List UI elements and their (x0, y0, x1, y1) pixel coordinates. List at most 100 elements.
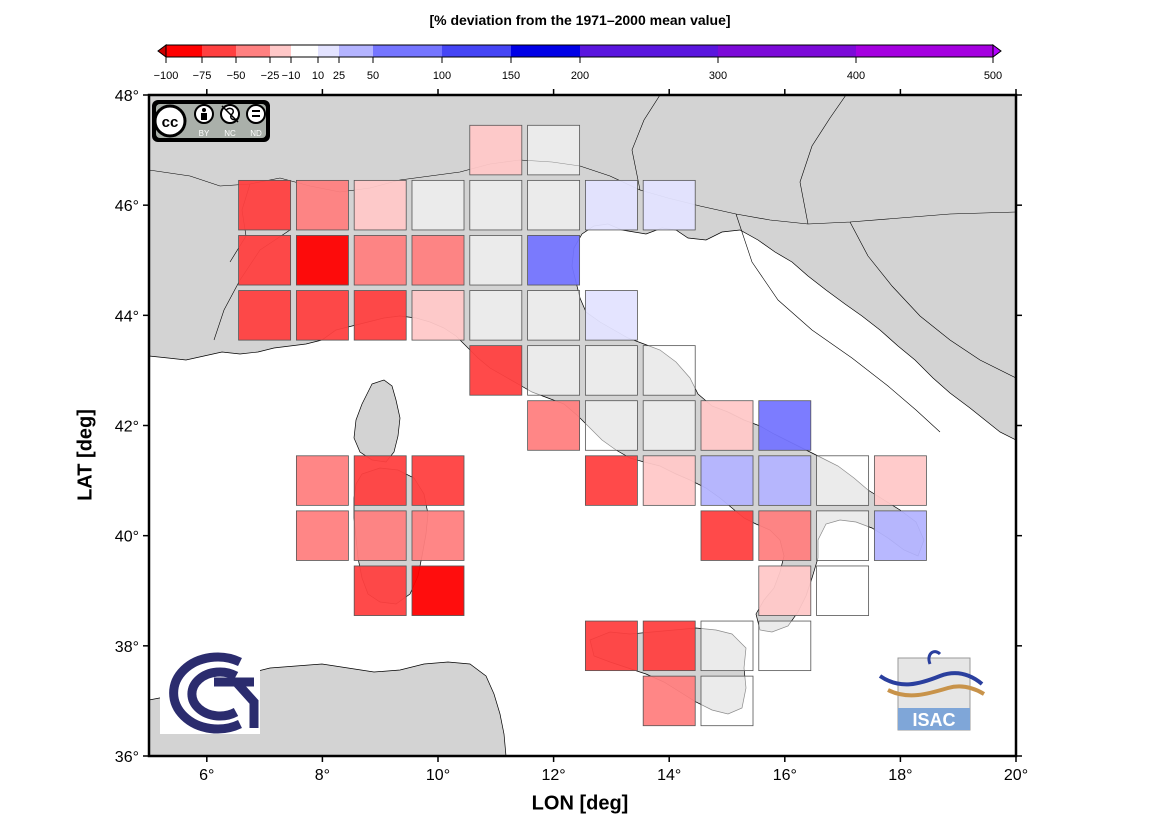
grid-cell (873, 510, 927, 561)
colorbar-segment (856, 45, 993, 57)
grid-cell (758, 620, 812, 672)
colorbar-segment (318, 45, 339, 57)
grid-cell (700, 455, 754, 506)
axis-ticks: 6° 8° 10° 12° 14° 16° 18° 20° 36° 38° 40° 42° 44° 46°… (115, 88, 1028, 784)
colorbar-segment (236, 45, 270, 57)
license-nc-label: NC (224, 129, 236, 138)
x-tick-label: 12° (541, 767, 565, 784)
grid-cell (642, 455, 696, 506)
colorbar-tick-label: 500 (984, 70, 1002, 82)
grid-cell (758, 510, 812, 561)
colorbar-segment (202, 45, 236, 57)
grid-cell (642, 345, 696, 396)
colorbar-segment (373, 45, 442, 57)
cc-license-badge: cc BY NC ND (152, 100, 270, 142)
grid-cell (758, 400, 812, 451)
grid-cell (758, 455, 812, 506)
colorbar-tick-label: 25 (333, 70, 345, 82)
grid-cell (238, 179, 292, 231)
cc-label: cc (162, 114, 179, 131)
x-tick-label: 8° (315, 767, 330, 784)
grid-cell (353, 510, 407, 561)
grid-cell (469, 235, 523, 286)
colorbar-tick-label: 150 (502, 70, 520, 82)
cnr-logo (160, 650, 260, 734)
grid-cell (469, 345, 523, 396)
y-tick-label: 48° (115, 88, 139, 105)
colorbar-tick-label: −50 (227, 70, 246, 82)
grid-cell (411, 179, 465, 231)
y-tick-label: 44° (115, 308, 139, 325)
y-tick-label: 42° (115, 419, 139, 436)
grid-cell (411, 455, 465, 506)
colorbar-segment (339, 45, 373, 57)
grid-cell (295, 290, 349, 341)
colorbar-tick-label: −75 (193, 70, 212, 82)
grid-cell (295, 510, 349, 561)
grid-cell (469, 290, 523, 341)
colorbar-segment (270, 45, 291, 57)
grid-cell (584, 400, 638, 451)
grid-cell (584, 290, 638, 341)
grid-cell (700, 510, 754, 561)
colorbar-tick-label: 400 (847, 70, 865, 82)
license-nd-label: ND (250, 129, 262, 138)
anomaly-grid (238, 124, 927, 727)
x-tick-label: 20° (1004, 767, 1028, 784)
grid-cell (353, 235, 407, 286)
grid-cell (295, 179, 349, 231)
x-tick-label: 16° (773, 767, 797, 784)
grid-cell (700, 620, 754, 672)
colorbar-segment (511, 45, 580, 57)
grid-cell (527, 400, 581, 451)
grid-cell (816, 565, 870, 616)
grid-cell (411, 510, 465, 561)
grid-cell (411, 565, 465, 616)
grid-cell (527, 290, 581, 341)
x-tick-label: 18° (888, 767, 912, 784)
grid-cell (642, 675, 696, 727)
grid-cell (353, 179, 407, 231)
grid-cell (584, 620, 638, 672)
colorbar-tick-label: 10 (312, 70, 324, 82)
grid-cell (584, 455, 638, 506)
grid-cell (353, 565, 407, 616)
grid-cell (353, 455, 407, 506)
nd-icon (246, 104, 266, 124)
grid-cell (700, 400, 754, 451)
colorbar-tick-label: 300 (709, 70, 727, 82)
grid-cell (411, 290, 465, 341)
grid-cell (584, 345, 638, 396)
grid-cell (816, 455, 870, 506)
grid-cell (295, 235, 349, 286)
colorbar-tick-label: −10 (282, 70, 301, 82)
grid-cell (527, 235, 581, 286)
cc-icon (153, 104, 187, 138)
colorbar-tick-label: 100 (433, 70, 451, 82)
grid-cell (411, 235, 465, 286)
license-by-label: BY (199, 129, 210, 138)
grid-cell (469, 179, 523, 231)
grid-cell (873, 455, 927, 506)
grid-cell (700, 675, 754, 727)
colorbar-tick-label: 50 (367, 70, 379, 82)
grid-cell (642, 400, 696, 451)
colorbar-segment (166, 45, 202, 57)
grid-cell (584, 179, 638, 231)
grid-cell (238, 290, 292, 341)
colorbar-segment (442, 45, 511, 57)
colorbar-low-arrow (157, 44, 167, 58)
x-tick-label: 14° (657, 767, 681, 784)
y-tick-label: 40° (115, 529, 139, 546)
colorbar-tick-label: −100 (154, 70, 179, 82)
grid-cell (816, 510, 870, 561)
colorbar-tick-label: −25 (261, 70, 280, 82)
grid-cell (527, 179, 581, 231)
grid-cell (469, 124, 523, 176)
colorbar: −100 −75 −50 −25 −10 10 25 50 100 150 200 300 400 500 (154, 44, 1002, 82)
colorbar-segment (291, 45, 318, 57)
isac-logo: ISAC (878, 650, 986, 731)
colorbar-segment (718, 45, 856, 57)
colorbar-tick-label: 200 (571, 70, 589, 82)
